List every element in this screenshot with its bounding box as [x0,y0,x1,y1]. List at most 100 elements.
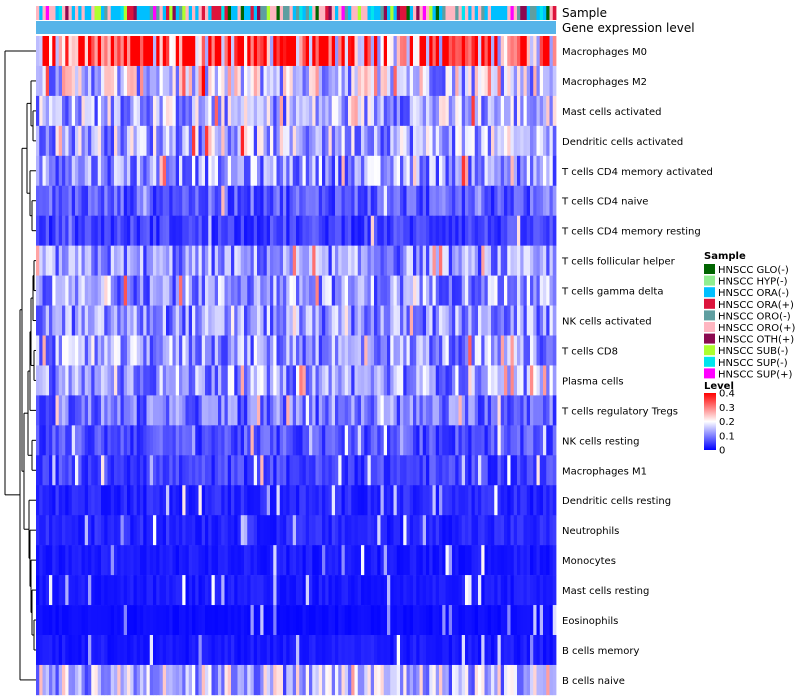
heatmap-cell [58,605,63,636]
heatmap-cell [114,455,118,486]
heatmap-cell [442,65,446,97]
heatmap-cell [270,485,274,516]
sample-annotation-cell [110,6,115,20]
heatmap-cell [426,575,430,606]
heatmap-cell [42,185,47,216]
heatmap-cell [240,485,245,516]
heatmap-cell [315,545,320,576]
heatmap-cell [136,455,141,486]
heatmap-cell [361,365,365,396]
heatmap-cell [172,485,177,516]
heatmap-cell [344,305,349,336]
sample-annotation-cell [55,6,60,20]
heatmap-cell [484,515,489,546]
heatmap-cell [513,425,518,456]
heatmap-cell [247,185,251,216]
heatmap-cell [39,125,43,157]
heatmap-cell [52,65,56,97]
heatmap-cell [331,155,336,187]
heatmap-cell [117,185,121,216]
heatmap-cell [510,125,515,157]
heatmap-cell [234,305,238,336]
heatmap-cell [188,275,193,306]
heatmap-cell [136,365,141,396]
heatmap-cell [182,275,186,306]
heatmap-cell [156,36,160,67]
heatmap-cell [185,65,190,97]
heatmap-cell [221,455,225,486]
heatmap-cell [227,575,232,606]
heatmap-cell [110,185,115,216]
sample-annotation-cell [296,6,300,20]
heatmap-cell [478,335,482,366]
heatmap-cell [409,395,414,426]
heatmap-cell [107,545,112,576]
heatmap-cell [289,425,294,456]
heatmap-cell [426,245,430,276]
heatmap-cell [380,335,385,366]
heatmap-cell [403,575,407,606]
heatmap-cell [65,95,69,127]
heatmap-cell [227,515,232,546]
heatmap-cell [253,485,258,516]
heatmap-cell [97,635,102,666]
heatmap-cell [227,245,232,276]
heatmap-cell [117,605,121,636]
heatmap-cell [315,485,320,516]
heatmap-cell [175,515,180,546]
heatmap-cell [357,245,362,276]
heatmap-cell [71,485,76,516]
heatmap-cell [198,605,203,636]
sample-annotation-cell [289,6,294,20]
sample-legend-label: HNSCC HYP(-) [718,277,788,288]
heatmap-cell [88,425,92,456]
heatmap-cell [497,664,502,696]
heatmap-cell [94,185,99,216]
heatmap-cell [318,245,323,276]
heatmap-cell [526,605,531,636]
heatmap-cell [97,245,102,276]
heatmap-cell [88,515,92,546]
heatmap-cell [361,455,365,486]
heatmap-cell [71,335,76,366]
heatmap-cell [240,335,245,366]
heatmap-cell [543,95,547,127]
heatmap-cell [201,36,206,67]
heatmap-cell [312,365,316,396]
heatmap-cell [396,605,401,636]
heatmap-cell [208,485,212,516]
heatmap-cell [214,275,219,306]
heatmap-cell [543,575,547,606]
heatmap-cell [351,36,355,67]
heatmap-cell [364,515,368,546]
heatmap-cell [49,185,53,216]
heatmap-cell [513,305,518,336]
heatmap-cell [400,215,404,246]
heatmap-cell [318,275,323,306]
heatmap-cell [458,425,463,456]
heatmap-cell [283,635,287,666]
heatmap-cell [348,485,352,516]
sample-annotation-cell [523,6,528,20]
heatmap-cell [127,185,131,216]
heatmap-cell [237,395,242,426]
heatmap-cell [188,155,193,187]
heatmap-cell [52,664,56,696]
heatmap-cell [39,545,43,576]
heatmap-cell [474,545,479,576]
heatmap-cell [120,245,125,276]
heatmap-cell [439,155,443,187]
heatmap-cell [42,575,47,606]
heatmap-cell [364,605,368,636]
heatmap-cell [325,95,329,127]
heatmap-cell [159,275,164,306]
heatmap-cell [426,95,430,127]
heatmap-cell [380,515,385,546]
heatmap-cell [494,605,498,636]
heatmap-cell [309,485,313,516]
heatmap-cell [195,395,199,426]
heatmap-cell [84,664,89,696]
heatmap-cell [114,65,118,97]
heatmap-cell [494,455,498,486]
heatmap-cell [536,125,541,157]
